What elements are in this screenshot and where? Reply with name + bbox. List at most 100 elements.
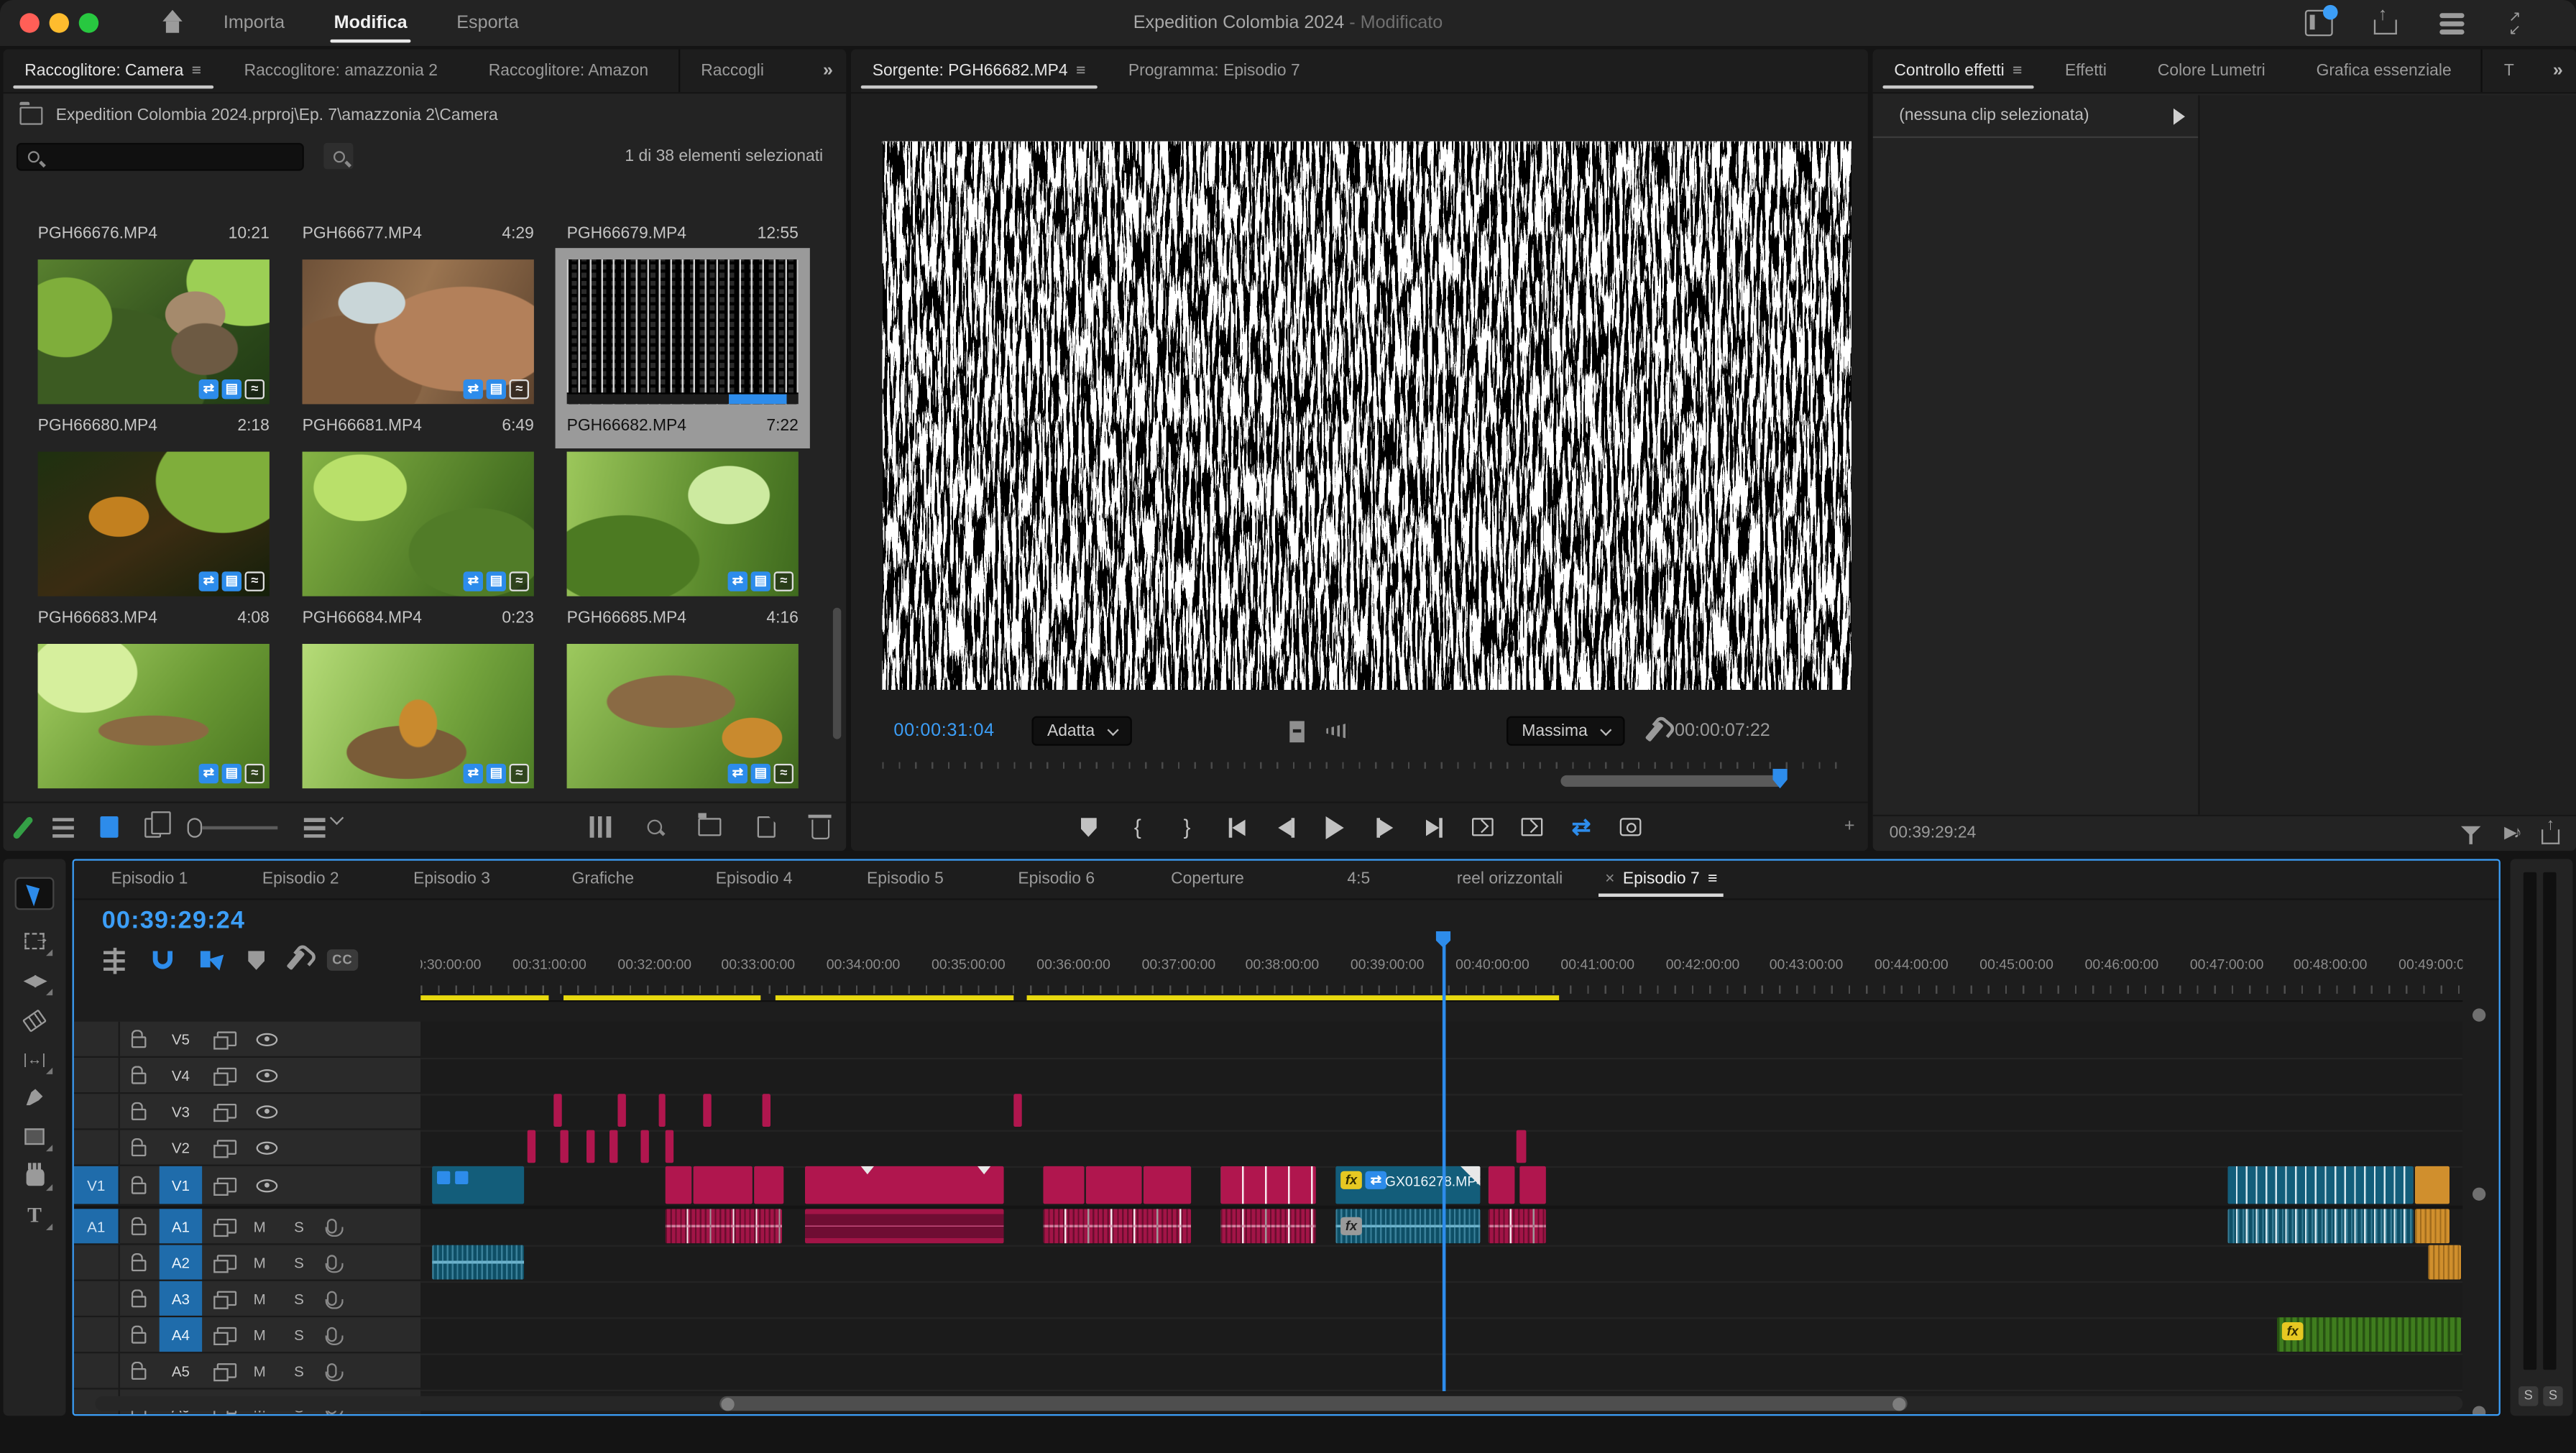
audio-track-header[interactable]: A4 M S	[73, 1317, 421, 1354]
lock-icon[interactable]	[131, 1176, 147, 1194]
scroll-dot-bottom[interactable]	[2472, 1406, 2486, 1414]
mark-out-button[interactable]: }	[1183, 814, 1191, 839]
monitor-tab[interactable]: Sorgente: PGH66682.MP4 ≡	[851, 50, 1107, 92]
track-target-button[interactable]: V4	[171, 1066, 190, 1084]
timeline-clip[interactable]: fx ⇄	[1085, 1166, 1142, 1204]
video-track-header[interactable]: V3	[73, 1094, 421, 1130]
audio-track-header[interactable]: A3 M S	[73, 1281, 421, 1318]
timeline-clip[interactable]: fx ⇄	[804, 1209, 1004, 1244]
bin-item[interactable]: ⇄ ▤ ≈ PGH66680.MP4 2:18	[37, 259, 270, 437]
tab-overflow-chevron[interactable]: »	[2552, 60, 2563, 80]
solo-button[interactable]: S	[294, 1326, 304, 1343]
window-menu-icon[interactable]	[2439, 10, 2467, 37]
goto-out-button[interactable]	[1420, 814, 1447, 841]
sync-lock-icon[interactable]	[213, 1363, 237, 1382]
source-patch[interactable]: A1	[73, 1209, 120, 1244]
video-track-header[interactable]: V4	[73, 1057, 421, 1094]
sync-lock-icon[interactable]	[213, 1103, 237, 1122]
sync-lock-icon[interactable]	[213, 1255, 237, 1273]
track-select-tool[interactable]	[15, 925, 55, 958]
thumbnail-zoom-slider[interactable]	[187, 817, 278, 837]
time-ruler[interactable]: 00:30:00:00 00:31:00:00 00:32:00:00 00:33:0…	[420, 953, 2463, 1002]
timeline-clip[interactable]: fx ⇄	[2428, 1245, 2461, 1280]
mute-button[interactable]: M	[253, 1217, 266, 1235]
sequence-tab[interactable]: 4:5	[1347, 870, 1371, 889]
rectangle-tool[interactable]	[15, 1120, 55, 1153]
video-track-header[interactable]: V5	[73, 1021, 421, 1058]
sync-lock-icon[interactable]	[213, 1291, 237, 1309]
delete-icon[interactable]	[808, 814, 832, 839]
zoom-level-select[interactable]: Adatta	[1032, 716, 1133, 746]
clip-name[interactable]: PGH66676.MP4	[37, 225, 158, 244]
bin-item[interactable]: ⇄ ▤ ≈ PGH66683.MP4 4:08	[37, 451, 270, 629]
list-view-icon[interactable]	[52, 817, 74, 837]
effects-tab[interactable]: Colore Lumetri	[2157, 61, 2266, 80]
source-patch[interactable]	[74, 1094, 120, 1129]
add-marker-icon[interactable]	[248, 950, 264, 970]
timeline-clip[interactable]: fx ⇄	[2414, 1209, 2450, 1244]
sequence-tab[interactable]: Episodio 4	[715, 870, 793, 889]
timeline-clip[interactable]: fx ⇄	[609, 1130, 618, 1163]
bin-tab[interactable]: Raccoglitore: Camera ≡	[4, 50, 223, 92]
source-patch[interactable]: V1	[73, 1166, 120, 1204]
monitor-tab[interactable]: Programma: Episodio 7	[1128, 61, 1300, 80]
clip-thumbnail[interactable]: ⇄▤≈	[37, 451, 270, 596]
close-icon[interactable]: ×	[1605, 870, 1615, 889]
captions-icon[interactable]: CC	[326, 949, 359, 971]
lock-icon[interactable]	[131, 1325, 147, 1344]
track-target-button[interactable]: A2	[159, 1245, 203, 1280]
eye-icon[interactable]	[256, 1104, 278, 1118]
track-target-button[interactable]: A5	[171, 1362, 190, 1379]
mute-button[interactable]: M	[253, 1326, 266, 1343]
panel-menu-icon[interactable]: ≡	[191, 61, 202, 80]
solo-button[interactable]: S	[294, 1217, 304, 1235]
lock-icon[interactable]	[131, 1217, 147, 1235]
icon-view-icon[interactable]	[100, 816, 119, 838]
solo-button[interactable]: S	[294, 1254, 304, 1270]
track-target-button[interactable]: V2	[171, 1139, 190, 1156]
source-zoom-scrollbar[interactable]	[1560, 775, 1785, 787]
export-icon[interactable]	[2541, 816, 2560, 844]
export-frame-button[interactable]	[1617, 814, 1644, 841]
timeline-clip[interactable]: fx ⇄	[703, 1094, 712, 1127]
timeline-clip[interactable]: fx ⇄	[560, 1130, 569, 1163]
bin-item[interactable]: ⇄▤≈ PGH66677.MP4 4:29	[303, 223, 534, 245]
razor-tool[interactable]	[15, 1004, 55, 1037]
timeline-clip[interactable]: fx ⇄	[804, 1166, 1004, 1204]
lock-icon[interactable]	[131, 1289, 147, 1308]
clip-thumbnail[interactable]: ⇄▤≈	[37, 259, 270, 405]
sequence-tab[interactable]: Episodio 5	[867, 870, 944, 889]
mark-in-button[interactable]: {	[1133, 814, 1141, 839]
timeline-clip[interactable]: fx ⇄	[527, 1130, 536, 1163]
new-bin-icon[interactable]	[698, 813, 722, 836]
fullscreen-icon[interactable]: ↗ ↙	[2508, 8, 2521, 38]
ripple-edit-tool[interactable]: ◀▶	[15, 964, 55, 997]
timeline-clip[interactable]: fx ⇄	[432, 1245, 525, 1280]
window-close-button[interactable]	[19, 13, 40, 33]
clip-name[interactable]: PGH66683.MP4	[37, 609, 158, 628]
hand-tool[interactable]	[15, 1160, 55, 1193]
bin-item[interactable]: ⇄▤≈ PGH66688.MP4 12:00	[302, 643, 534, 821]
sequence-tab[interactable]: Coperture	[1171, 870, 1244, 889]
source-current-timecode[interactable]: 00:00:31:04	[893, 721, 995, 741]
sequence-tab[interactable]: reel orizzontali	[1456, 870, 1563, 889]
bin-item[interactable]: ⇄ ▤ ≈ PGH66684.MP4 0:23	[302, 451, 534, 629]
lock-icon[interactable]	[131, 1138, 147, 1157]
workspaces-icon[interactable]	[2304, 4, 2338, 37]
sort-icons-button[interactable]	[303, 810, 344, 837]
sync-lock-icon[interactable]	[213, 1140, 237, 1158]
timeline-clip[interactable]: fx ⇄	[2276, 1317, 2461, 1352]
menu-importa[interactable]: Importa	[223, 13, 285, 33]
timeline-clip[interactable]: fx ⇄	[2227, 1166, 2414, 1204]
timeline-clip[interactable]: fx ⇄	[1519, 1166, 1546, 1204]
bin-item[interactable]: ⇄▤≈ PGH66679.MP4 12:55	[567, 223, 799, 245]
selection-tool[interactable]	[14, 877, 55, 910]
effects-tab[interactable]: Effetti	[2064, 61, 2107, 80]
freeform-view-icon[interactable]	[144, 810, 171, 837]
sync-lock-icon[interactable]	[213, 1031, 237, 1050]
search-input[interactable]	[16, 142, 304, 170]
track-target-button[interactable]: V1	[159, 1166, 203, 1204]
eye-icon[interactable]	[256, 1068, 278, 1082]
bin-item[interactable]: ⇄▤≈ PGH66687.MP4 8:32	[37, 643, 270, 821]
overwrite-button[interactable]	[1519, 814, 1545, 841]
